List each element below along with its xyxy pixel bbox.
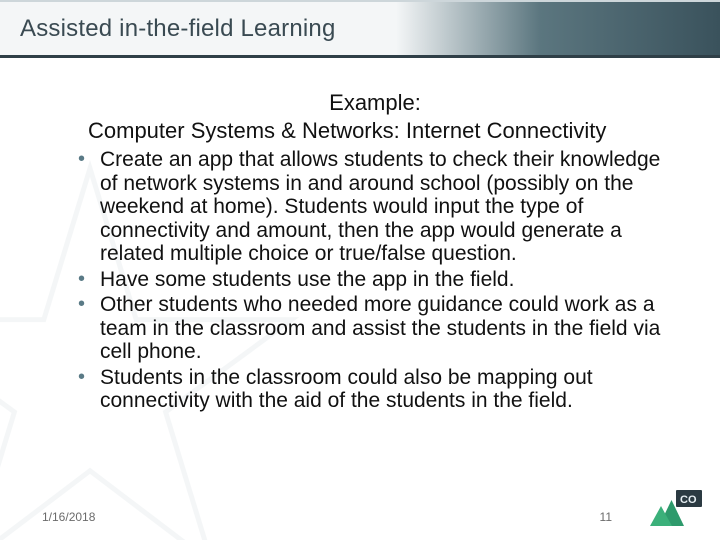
bullet-item: Have some students use the app in the fi…: [78, 268, 672, 292]
bullet-list: Create an app that allows students to ch…: [78, 148, 672, 413]
slide-title: Assisted in-the-field Learning: [20, 15, 336, 43]
svg-text:CO: CO: [680, 494, 697, 506]
slide-subtitle: Computer Systems & Networks: Internet Co…: [78, 118, 672, 144]
bullet-item: Students in the classroom could also be …: [78, 366, 672, 413]
slide-body: Example: Computer Systems & Networks: In…: [78, 90, 672, 415]
slide-footer: 1/16/2018 11 CO: [0, 504, 720, 530]
footer-date: 1/16/2018: [42, 510, 95, 524]
slide-header: Assisted in-the-field Learning: [0, 0, 720, 58]
bullet-item: Other students who needed more guidance …: [78, 293, 672, 364]
footer-page-number: 11: [600, 510, 612, 524]
bullet-item: Create an app that allows students to ch…: [78, 148, 672, 266]
footer-logo-icon: CO: [634, 486, 704, 528]
slide: Assisted in-the-field Learning Example: …: [0, 0, 720, 540]
example-label: Example:: [78, 90, 672, 116]
